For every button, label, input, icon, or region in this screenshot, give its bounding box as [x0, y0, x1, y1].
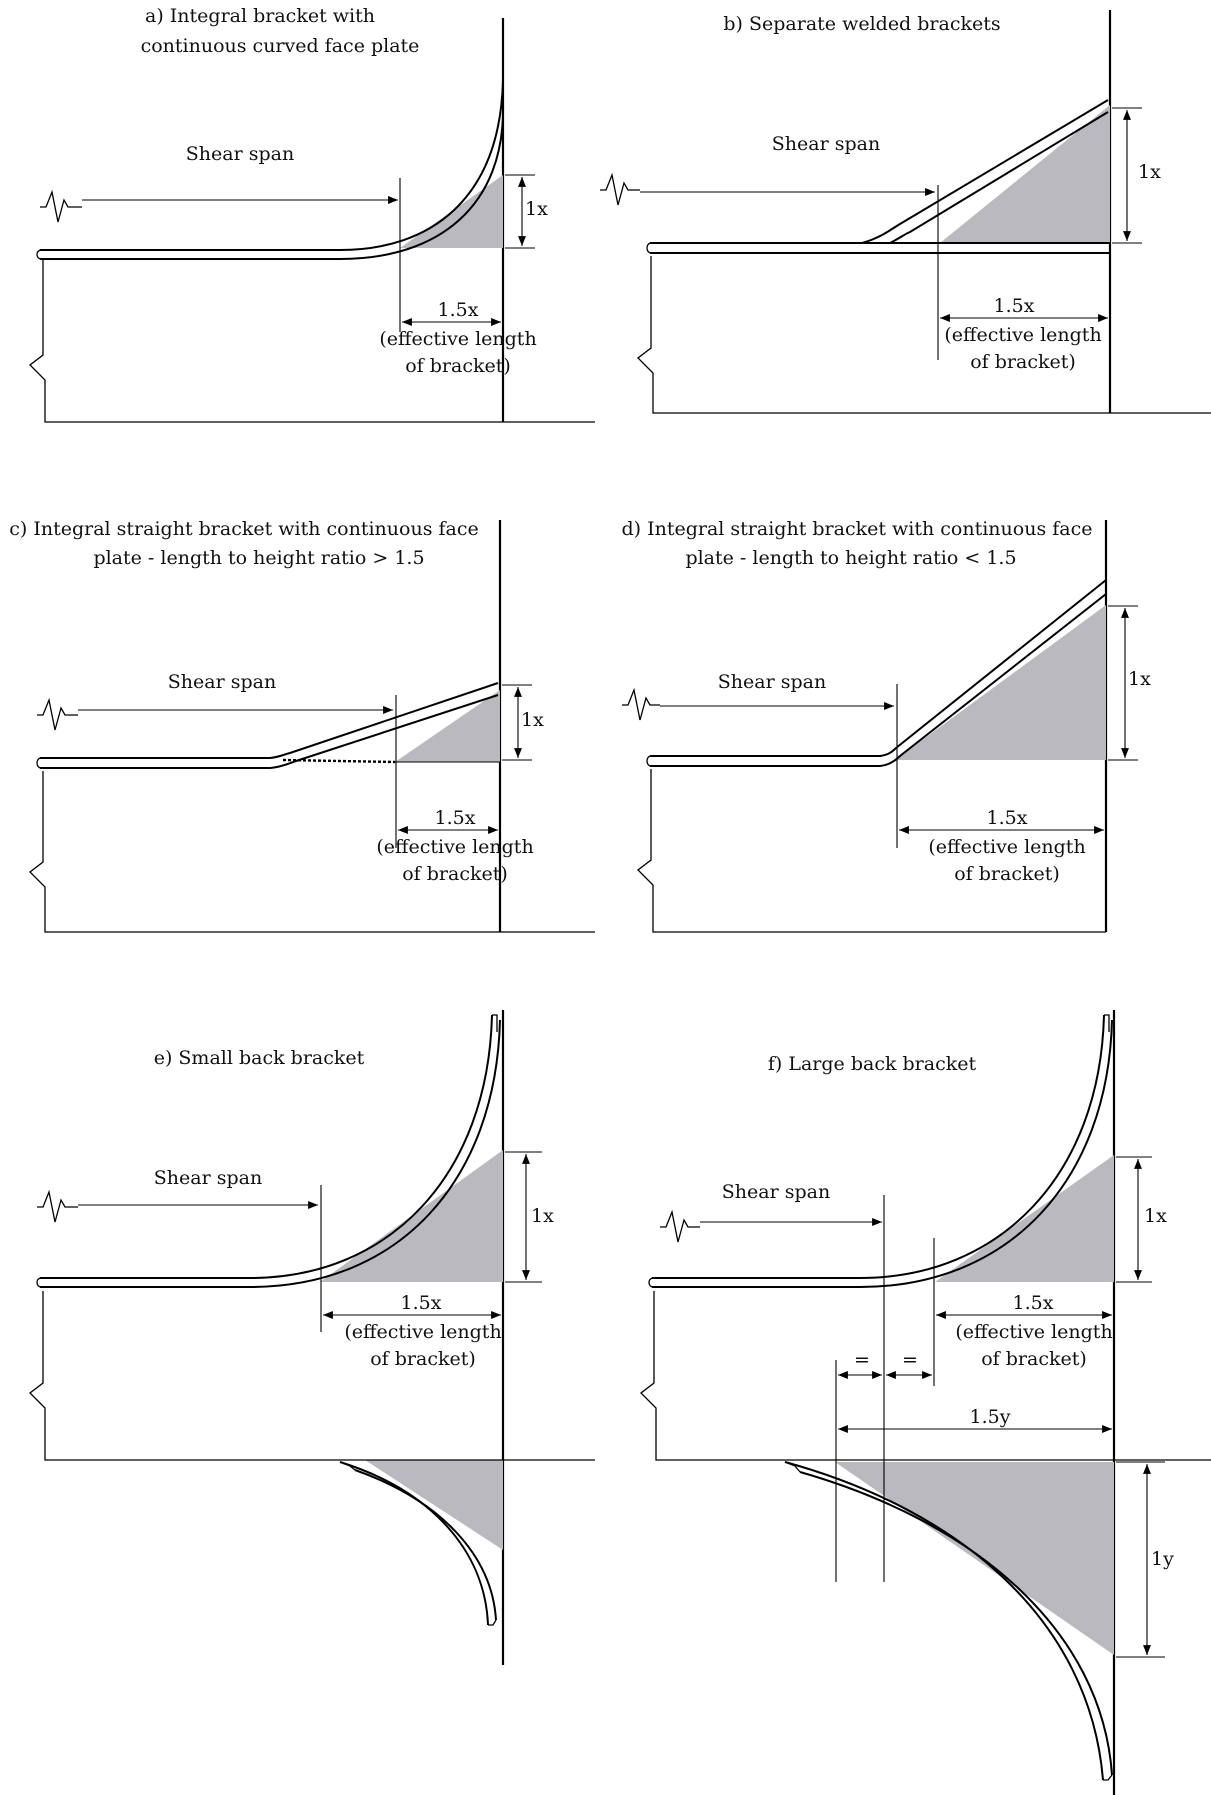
panel-f-break-symbol	[660, 1209, 700, 1243]
panel-f-face-plate-end	[648, 1277, 653, 1288]
panel-e-face-plate-top-end	[492, 1014, 498, 1032]
panel-e-height-label: 1x	[531, 1205, 554, 1227]
panel-f-back-length-label: 1.5y	[970, 1406, 1011, 1428]
panel-b-face-plate-end	[646, 242, 651, 254]
panel-b-height-label: 1x	[1138, 161, 1161, 183]
panel-a-height-label: 1x	[525, 198, 548, 220]
panel-e-length-note2: of bracket)	[370, 1348, 476, 1370]
panel-d-height-label: 1x	[1128, 668, 1151, 690]
panel-e-length-note1: (effective length	[344, 1321, 501, 1343]
panel-f-shear-span-label: Shear span	[722, 1181, 830, 1203]
panel-d: d) Integral straight bracket with contin…	[622, 518, 1151, 933]
panel-a-length-note2: of bracket)	[405, 355, 511, 377]
panel-f-web-outline	[640, 1291, 1211, 1461]
panel-c-weld-line	[282, 758, 396, 764]
panel-a-title-line2: continuous curved face plate	[141, 35, 420, 57]
panel-d-length-note2: of bracket)	[954, 863, 1060, 885]
panel-d-length-note1: (effective length	[928, 836, 1085, 858]
panel-e-title-line1: e) Small back bracket	[154, 1047, 365, 1069]
panel-c-height-label: 1x	[521, 709, 544, 731]
panel-c-title-line2: plate - length to height ratio > 1.5	[93, 547, 424, 569]
panel-a-shear-span-label: Shear span	[186, 143, 294, 165]
panel-f-back-effective-area	[835, 1462, 1114, 1655]
panel-c: c) Integral straight bracket with contin…	[9, 518, 595, 933]
panel-f-back-bracket-tip	[1103, 1774, 1113, 1781]
panel-a-break-symbol	[40, 189, 82, 223]
panel-c-web-outline	[29, 771, 595, 933]
panel-f-effective-area	[935, 1155, 1114, 1282]
panel-f-face-plate-top-end	[1104, 1014, 1110, 1032]
panel-b-length-note1: (effective length	[944, 324, 1101, 346]
panel-d-face-plate-lower	[650, 593, 1107, 767]
panel-f-length-note2: of bracket)	[981, 1348, 1087, 1370]
panel-f-back-bracket-end	[784, 1461, 801, 1473]
panel-a-title-line1: a) Integral bracket with	[145, 5, 375, 27]
panel-b-web-outline	[637, 256, 1110, 414]
panel-a-face-plate-end	[36, 249, 41, 260]
panel-b-effective-area	[940, 105, 1110, 243]
panel-c-length-label: 1.5x	[435, 807, 476, 829]
panel-c-effective-area	[395, 690, 500, 762]
panel-d-face-plate-end	[646, 755, 651, 767]
panel-f-back-height-label: 1y	[1151, 1548, 1174, 1570]
panel-b-length-label: 1.5x	[994, 295, 1035, 317]
panel-f-title-line1: f) Large back bracket	[768, 1053, 977, 1075]
panel-e-back-bracket-tip	[488, 1619, 497, 1626]
panel-a-face-plate-lower	[40, 104, 505, 260]
panel-a-length-note1: (effective length	[379, 328, 536, 350]
panel-c-face-plate-end	[36, 757, 41, 769]
panel-e: e) Small back bracket Shear span 1x 1.5x…	[29, 1010, 595, 1665]
panel-b-title-line1: b) Separate welded brackets	[723, 13, 1000, 35]
panel-f-equal-label-2: =	[902, 1349, 918, 1371]
panel-d-effective-area	[895, 605, 1106, 760]
panel-c-length-note1: (effective length	[376, 836, 533, 858]
panel-e-length-label: 1.5x	[401, 1292, 442, 1314]
panel-c-length-note2: of bracket)	[402, 863, 508, 885]
panel-d-length-label: 1.5x	[987, 807, 1028, 829]
panel-b-break-symbol	[600, 172, 640, 206]
panel-e-face-plate-end	[36, 1277, 41, 1288]
panel-e-back-bracket-end	[339, 1461, 356, 1471]
panel-e-web-outline	[29, 1291, 595, 1461]
panel-d-web-outline	[637, 769, 1106, 933]
panel-b-bracket-lower	[889, 111, 1109, 244]
panel-e-back-bracket-lower	[354, 1469, 497, 1621]
panel-f-back-bracket-lower	[799, 1471, 1113, 1776]
panel-a: a) Integral bracket with continuous curv…	[29, 5, 595, 423]
panel-b: b) Separate welded brackets Shear span 1…	[600, 10, 1211, 414]
panel-f-back-bracket-upper	[784, 1461, 1104, 1781]
panel-e-shear-span-label: Shear span	[154, 1167, 262, 1189]
panel-c-break-symbol	[37, 697, 78, 731]
panel-a-length-label: 1.5x	[438, 299, 479, 321]
panel-d-shear-span-label: Shear span	[718, 671, 826, 693]
panel-b-shear-span-label: Shear span	[772, 133, 880, 155]
panel-f-face-plate-upper	[652, 1014, 1105, 1279]
panel-b-length-note2: of bracket)	[970, 351, 1076, 373]
panel-d-break-symbol	[622, 687, 660, 721]
panel-d-title-line1: d) Integral straight bracket with contin…	[622, 518, 1093, 540]
panel-d-face-plate-upper	[650, 579, 1107, 757]
panel-e-face-plate-lower	[40, 1019, 501, 1288]
panel-e-back-bracket-upper	[339, 1461, 489, 1626]
panel-f-length-label: 1.5x	[1013, 1292, 1054, 1314]
panel-a-web-outline	[29, 258, 595, 423]
panel-f-length-note1: (effective length	[955, 1321, 1112, 1343]
panel-f: f) Large back bracket Shear span = = 1.5…	[640, 1010, 1211, 1795]
panel-d-title-line2: plate - length to height ratio < 1.5	[685, 547, 1016, 569]
panel-e-face-plate-upper	[40, 1014, 493, 1279]
panel-c-face-plate-upper	[40, 682, 499, 759]
panel-b-bracket-upper	[861, 99, 1109, 244]
panel-f-equal-label-1: =	[854, 1349, 870, 1371]
panel-e-back-effective-area	[365, 1460, 503, 1550]
panel-f-face-plate-lower	[652, 1019, 1113, 1288]
panel-c-title-line1: c) Integral straight bracket with contin…	[9, 518, 478, 540]
panel-c-shear-span-label: Shear span	[168, 671, 276, 693]
panel-f-height-label: 1x	[1144, 1205, 1167, 1227]
panel-a-face-plate-upper	[40, 79, 504, 251]
panel-e-break-symbol	[37, 1189, 78, 1223]
